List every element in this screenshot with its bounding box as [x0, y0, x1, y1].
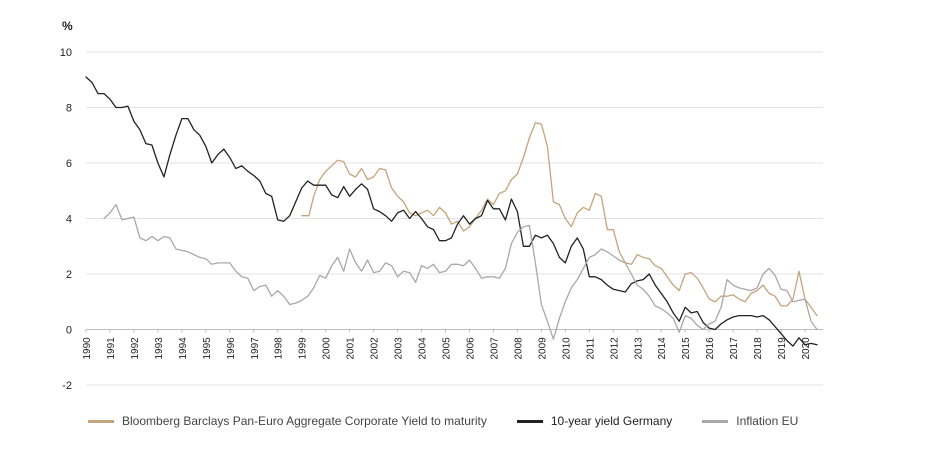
legend-swatch-inflation-eu — [702, 419, 729, 423]
x-tick-label: 2018 — [753, 337, 764, 360]
x-tick-label: 2010 — [561, 337, 572, 360]
legend-item-inflation-eu: Inflation EU — [702, 414, 798, 428]
series-line-corporate-yield — [301, 122, 818, 317]
x-tick-label: 2003 — [394, 337, 405, 360]
x-tick-label: 2015 — [681, 337, 692, 360]
x-tick-label: 2009 — [537, 337, 548, 360]
x-tick-label: 1992 — [130, 337, 141, 360]
x-tick-label: 2019 — [777, 337, 788, 360]
series-line-inflation-eu — [103, 203, 818, 340]
x-tick-label: 2016 — [705, 337, 716, 360]
x-tick-label: 2002 — [370, 337, 381, 360]
x-tick-label: 1996 — [226, 337, 237, 360]
y-tick-label: 10 — [60, 47, 72, 59]
legend-item-german-yield: 10-year yield Germany — [516, 414, 673, 428]
series-lines — [85, 76, 818, 347]
x-tick-label: 1994 — [178, 337, 189, 360]
x-tick-label: 2006 — [465, 337, 476, 360]
legend-item-corporate-yield: Bloomberg Barclays Pan-Euro Aggregate Co… — [88, 414, 487, 428]
x-tick-label: 2007 — [489, 337, 500, 360]
legend-label-inflation-eu: Inflation EU — [736, 414, 799, 428]
y-tick-label: -2 — [62, 380, 72, 392]
y-tick-label: 6 — [66, 158, 72, 170]
legend: Bloomberg Barclays Pan-Euro Aggregate Co… — [88, 414, 828, 428]
gridlines — [86, 51, 823, 386]
x-tick-label: 2000 — [322, 337, 333, 360]
x-tick-label: 2013 — [633, 337, 644, 360]
y-tick-label: 8 — [66, 103, 72, 115]
legend-label-german-yield: 10-year yield Germany — [550, 414, 673, 428]
y-tick-label: 4 — [66, 214, 72, 226]
y-tick-label: 2 — [66, 269, 72, 281]
x-tick-label: 2001 — [346, 337, 357, 360]
x-tick-label: 1998 — [274, 337, 285, 360]
y-tick-label: 0 — [66, 325, 72, 337]
x-tick-label: 1993 — [154, 337, 165, 360]
x-tick-label: 2012 — [609, 337, 620, 360]
legend-label-corporate-yield: Bloomberg Barclays Pan-Euro Aggregate Co… — [122, 414, 487, 428]
x-tick-label: 2014 — [657, 337, 668, 360]
y-unit-label: % — [62, 19, 73, 33]
x-tick-label: 2005 — [442, 337, 453, 360]
x-tick-label: 2011 — [585, 338, 596, 360]
x-tick-label: 2020 — [801, 337, 812, 360]
x-tick-label: 2017 — [729, 337, 740, 360]
y-axis: -2 0 2 4 6 8 10 — [60, 47, 72, 392]
x-tick-label: 1999 — [298, 337, 309, 360]
series-line-german-yield — [85, 76, 818, 347]
x-tick-label: 2008 — [513, 337, 524, 360]
x-tick-label: 1990 — [82, 337, 93, 360]
x-tick-label: 1991 — [106, 337, 117, 360]
x-tick-label: 1997 — [250, 337, 261, 360]
x-tick-label: 1995 — [202, 337, 213, 360]
x-axis: 1990 1991 1992 1993 1994 1995 1996 1997 1998 1999… — [82, 329, 812, 360]
legend-swatch-corporate-yield — [88, 419, 114, 423]
x-tick-label: 2004 — [418, 337, 429, 360]
legend-swatch-german-yield — [516, 419, 543, 423]
